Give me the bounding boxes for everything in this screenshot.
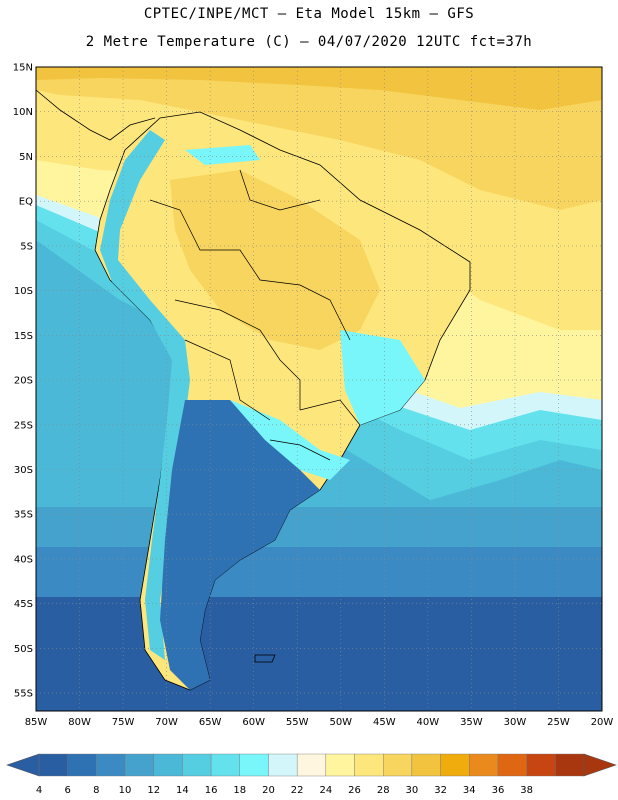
colorbar-swatch	[67, 753, 97, 777]
colorbar-swatch	[296, 753, 327, 777]
colorbar-swatch	[182, 753, 212, 777]
colorbar-swatch	[268, 753, 298, 777]
central-america-coast	[36, 89, 156, 141]
lon-label: 25W	[547, 717, 570, 728]
colorbar-label: 32	[434, 785, 447, 796]
map-title-line-2: 2 Metre Temperature (C) – 04/07/2020 12U…	[85, 34, 533, 50]
lat-label: 45S	[14, 599, 33, 610]
lon-label: 40W	[417, 717, 440, 728]
lon-label: 75W	[112, 717, 135, 728]
colorbar-swatch	[440, 753, 470, 777]
lon-label: 60W	[242, 717, 265, 728]
colorbar-label: 38	[520, 785, 533, 796]
amazon-warm-region	[170, 170, 380, 350]
lat-label: EQ	[19, 197, 33, 208]
colorbar-swatch	[354, 753, 384, 777]
colorbar-swatch	[383, 753, 413, 777]
colorbar-swatch	[153, 753, 183, 777]
colorbar-swatch	[497, 753, 527, 777]
lat-label: 55S	[14, 689, 33, 700]
latitude-axis-labels: 15N 10N 5N EQ 5S 10S 15S 20S 25S 30S 35S 40S 45S 50S 5…	[13, 63, 33, 700]
colorbar-swatch	[239, 753, 269, 777]
lon-label: 50W	[329, 717, 352, 728]
colorbar-label: 30	[406, 785, 419, 796]
map-field	[36, 67, 602, 711]
colorbar-swatch	[124, 753, 154, 777]
lon-label: 35W	[460, 717, 483, 728]
colorbar-swatch	[555, 753, 585, 777]
colorbar-label: 10	[119, 785, 132, 796]
lat-label: 25S	[14, 420, 33, 431]
lon-label: 65W	[199, 717, 222, 728]
colorbar-label: 34	[463, 785, 476, 796]
ocean-band-28	[36, 67, 602, 210]
colorbar-label: 6	[64, 785, 70, 796]
lat-label: 35S	[14, 510, 33, 521]
colorbar-label: 24	[319, 785, 332, 796]
colorbar-labels: 4 6 8 10 12 14 16 18 20 22 24 26 28 30 32 34 36 38	[36, 785, 533, 796]
temperature-colorbar: 4 6 8 10 12 14 16 18 20 22 24 26 28 30 32 34 36 38	[6, 753, 617, 796]
colorbar-label: 36	[492, 785, 505, 796]
colorbar-label: 18	[233, 785, 246, 796]
lon-label: 70W	[155, 717, 178, 728]
lon-label: 85W	[25, 717, 48, 728]
colorbar-swatch	[38, 753, 68, 777]
lon-label: 80W	[68, 717, 91, 728]
colorbar-swatch	[469, 753, 499, 777]
lon-label: 20W	[591, 717, 614, 728]
temperature-map: 15N 10N 5N EQ 5S 10S 15S 20S 25S 30S 35S 40S 45S 50S 5…	[13, 63, 614, 729]
colorbar-swatch	[96, 753, 126, 777]
longitude-axis-labels: 85W 80W 75W 70W 65W 60W 55W 50W 45W 40W 35W 30W 25W 2…	[25, 717, 614, 728]
map-title-line-1: CPTEC/INPE/MCT – Eta Model 15km – GFS	[143, 6, 475, 22]
colorbar-swatch	[411, 753, 441, 777]
lat-label: 15S	[14, 331, 33, 342]
colorbar-swatch	[210, 753, 240, 777]
lat-label: 10N	[13, 107, 33, 118]
colorbar-label: 14	[176, 785, 189, 796]
colorbar-swatch	[325, 753, 355, 777]
lat-label: 50S	[14, 644, 33, 655]
colorbar-label: 26	[348, 785, 361, 796]
lat-label: 10S	[14, 286, 33, 297]
pampas-cool-region	[230, 400, 350, 480]
southeast-brazil-cool-region	[340, 330, 425, 425]
colorbar-swatch	[526, 753, 556, 777]
lon-label: 30W	[504, 717, 527, 728]
colorbar-label: 12	[147, 785, 160, 796]
colorbar-swatches	[6, 753, 617, 777]
colorbar-low-arrow	[6, 753, 40, 777]
colorbar-label: 4	[36, 785, 42, 796]
lon-label: 55W	[286, 717, 309, 728]
lat-label: 40S	[14, 554, 33, 565]
colorbar-high-arrow	[583, 753, 617, 777]
venezuela-cool-spot	[185, 145, 260, 165]
colorbar-label: 8	[93, 785, 99, 796]
colorbar-label: 16	[205, 785, 218, 796]
lon-label: 45W	[373, 717, 396, 728]
lat-label: 15N	[13, 63, 33, 74]
country-borders	[149, 169, 361, 461]
colorbar-label: 22	[291, 785, 304, 796]
colorbar-label: 28	[377, 785, 390, 796]
lat-label: 20S	[14, 376, 33, 387]
colorbar-label: 20	[262, 785, 275, 796]
lat-label: 5S	[20, 241, 33, 252]
patagonia-cold-region	[160, 400, 320, 690]
lat-label: 30S	[14, 465, 33, 476]
map-frame	[35, 66, 603, 712]
lat-label: 5N	[19, 152, 33, 163]
ocean-band-30	[36, 67, 602, 110]
falkland-islands	[254, 654, 276, 663]
